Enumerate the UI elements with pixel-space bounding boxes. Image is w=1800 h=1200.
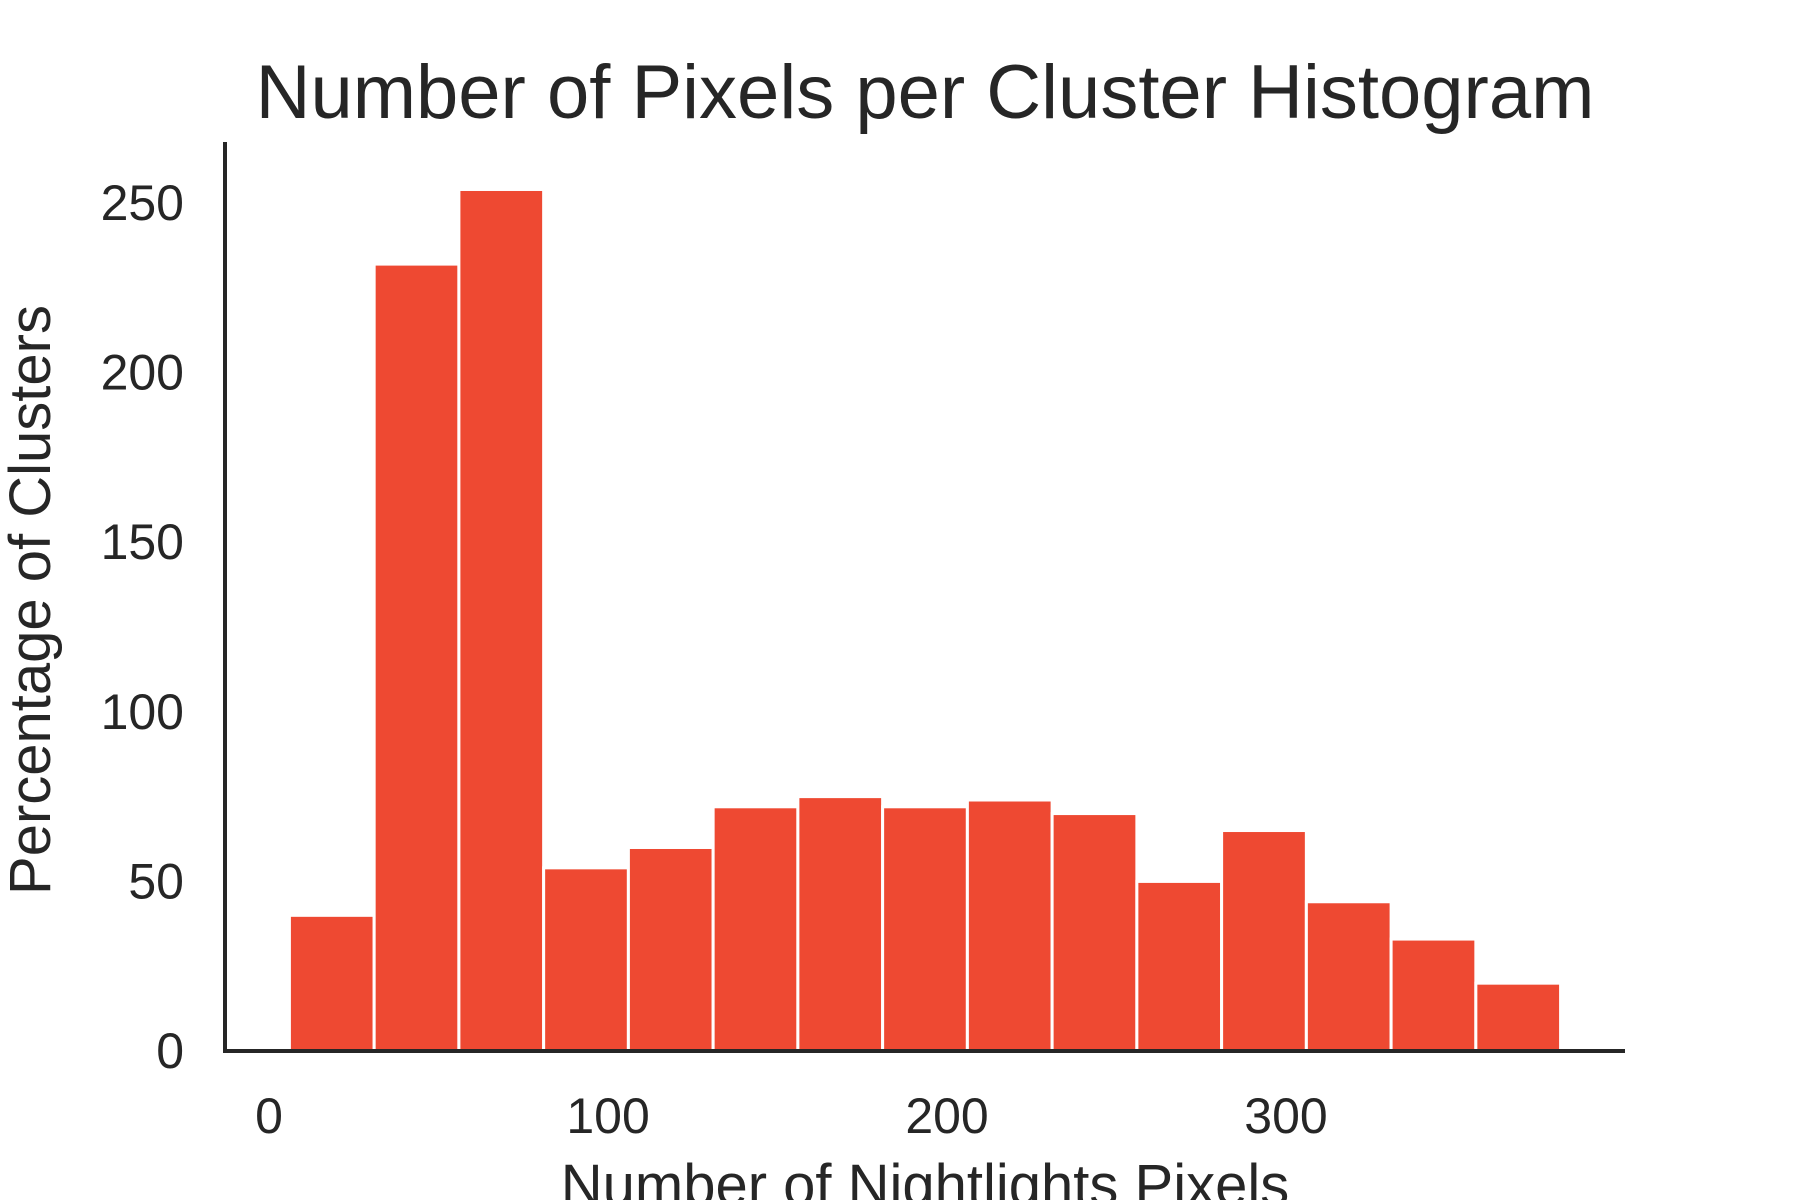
x-tick-labels: 0 100 200 300 bbox=[255, 1088, 1328, 1144]
histogram-bar bbox=[1474, 981, 1563, 1053]
histogram-bar bbox=[1135, 879, 1224, 1053]
x-tick-label: 0 bbox=[255, 1088, 283, 1144]
histogram-bar bbox=[626, 845, 715, 1053]
y-tick-label: 100 bbox=[101, 684, 184, 740]
bars-group bbox=[287, 187, 1563, 1053]
y-tick-label: 50 bbox=[128, 853, 184, 909]
y-tick-label: 250 bbox=[101, 175, 184, 231]
x-tick-label: 100 bbox=[566, 1088, 649, 1144]
histogram-bar bbox=[457, 187, 546, 1053]
y-tick-label: 200 bbox=[101, 345, 184, 401]
histogram-bar bbox=[1220, 829, 1308, 1053]
y-axis-label: Percentage of Clusters bbox=[0, 305, 63, 895]
histogram-bar bbox=[881, 805, 969, 1053]
histogram-bar bbox=[1304, 900, 1393, 1053]
histogram-bar bbox=[796, 795, 885, 1053]
y-tick-labels: 0 50 100 150 200 250 bbox=[101, 175, 184, 1079]
histogram-bar bbox=[287, 913, 376, 1053]
histogram-bar bbox=[372, 262, 461, 1053]
x-tick-label: 300 bbox=[1244, 1088, 1327, 1144]
x-tick-label: 200 bbox=[905, 1088, 988, 1144]
histogram-bar bbox=[542, 866, 630, 1053]
chart-title: Number of Pixels per Cluster Histogram bbox=[256, 50, 1595, 135]
y-tick-label: 0 bbox=[156, 1023, 184, 1079]
histogram-bar bbox=[711, 805, 800, 1053]
x-axis-label: Number of Nightlights Pixels bbox=[561, 1153, 1290, 1200]
histogram-bar bbox=[1050, 812, 1139, 1053]
histogram-bar bbox=[965, 798, 1054, 1053]
y-tick-label: 150 bbox=[101, 514, 184, 570]
histogram-bar bbox=[1389, 937, 1478, 1053]
